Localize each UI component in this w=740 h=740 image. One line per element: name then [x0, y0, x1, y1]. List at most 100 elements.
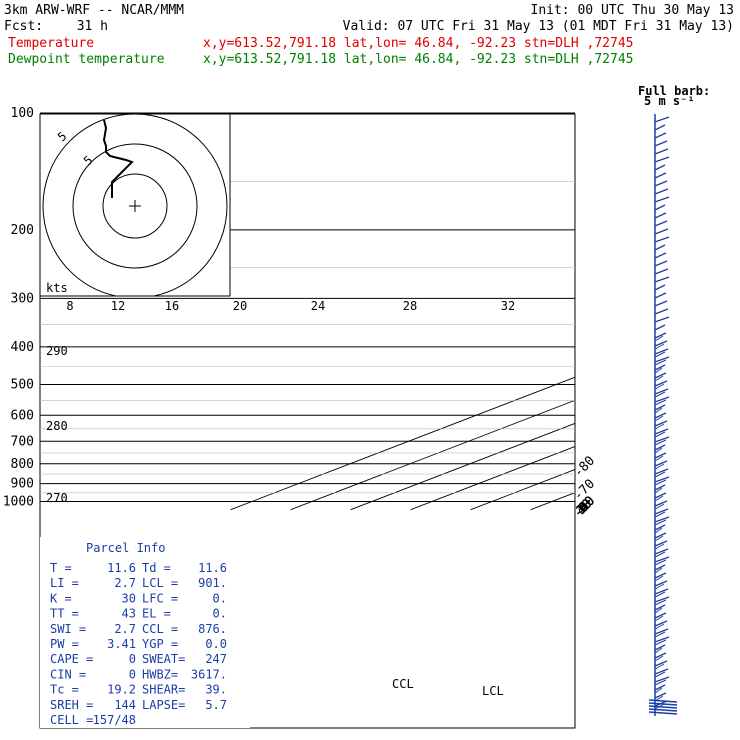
parcel-key: LAPSE=: [142, 698, 185, 712]
wind-barb: [654, 364, 666, 371]
wind-barb: [654, 140, 668, 147]
wind-barb: [654, 628, 669, 635]
wind-barb: [654, 340, 668, 347]
wind-barb: [648, 699, 678, 703]
wind-barb: [654, 660, 668, 667]
parcel-value: 144: [114, 698, 136, 712]
parcel-value: 30: [122, 591, 136, 605]
hodograph-rings: [42, 114, 228, 296]
wind-barb: [654, 623, 665, 630]
wind-barb: [654, 612, 667, 619]
wind-barb: [654, 684, 666, 691]
wind-barb: [654, 479, 667, 486]
parcel-value: 0.0: [205, 637, 227, 651]
wind-barb: [654, 663, 665, 670]
parcel-value: 5.7: [205, 698, 227, 712]
wind-barb: [648, 711, 678, 715]
wind-barb: [654, 372, 667, 379]
wind-barb: [654, 180, 668, 187]
wind-barb: [654, 463, 665, 470]
theta-label: 290: [46, 344, 68, 358]
wind-barb: [654, 431, 666, 438]
fcst-value: 31 h: [77, 19, 108, 34]
wind-barb: [654, 583, 665, 590]
valid-time: Valid: 07 UTC Fri 31 May 13 (01 MDT Fri …: [343, 19, 734, 34]
wind-barb: [654, 460, 668, 467]
hodograph-speed-tick: 24: [311, 299, 325, 313]
parcel-key: HWBZ=: [142, 667, 178, 681]
wind-barb: [654, 196, 670, 203]
wind-barb: [654, 300, 668, 307]
isotherm-line: [711, 104, 740, 509]
model-title: 3km ARW-WRF -- NCAR/MMM: [4, 3, 184, 18]
wind-barb: [654, 484, 666, 491]
isotherm-line: [350, 422, 575, 511]
wind-barb: [654, 351, 666, 358]
hodograph-unit: kts: [46, 281, 68, 295]
parcel-key: T =: [50, 561, 72, 575]
parcel-value: 157/48: [93, 713, 136, 727]
wind-barb: [654, 164, 666, 171]
wind-barb: [654, 375, 664, 382]
temperature-legend: Temperature: [8, 36, 94, 51]
wind-barb: [654, 396, 670, 403]
wind-legend-value: 5 m s⁻¹: [644, 94, 695, 108]
wind-barb: [654, 519, 667, 526]
wind-barb: [654, 671, 666, 678]
wind-barb: [654, 676, 670, 683]
parcel-value: 0.: [213, 591, 227, 605]
wind-barb: [654, 356, 670, 363]
wind-barb: [654, 156, 670, 163]
wind-barb: [654, 551, 666, 558]
dewpoint-legend: Dewpoint temperature: [8, 52, 165, 67]
wind-barb: [654, 679, 667, 686]
wind-barb: [654, 244, 666, 251]
wind-barb: [654, 620, 668, 627]
wind-barb: [648, 702, 678, 706]
wind-barb: [654, 647, 663, 654]
wind-barb: [654, 284, 666, 291]
wind-barb: [654, 324, 666, 331]
wind-barb: [654, 447, 663, 454]
wind-barb: [654, 452, 667, 459]
wind-barb: [654, 599, 667, 606]
wind-barb: [654, 604, 666, 611]
wind-barb: [654, 527, 663, 534]
wind-barb: [654, 636, 670, 643]
theta-label: 280: [46, 419, 68, 433]
wind-barb: [654, 220, 668, 227]
dewpoint-location: x,y=613.52,791.18 lat,lon= 46.84, -92.23…: [203, 52, 633, 67]
hodograph-trace: [102, 119, 134, 198]
lcl-label: LCL: [482, 684, 504, 698]
parcel-key: LI =: [50, 576, 79, 590]
isotherm-line: [530, 492, 575, 511]
parcel-value: 3.41: [107, 637, 136, 651]
wind-barb: [654, 543, 665, 550]
parcel-key: SWEAT=: [142, 652, 185, 666]
wind-barb: [654, 655, 664, 662]
parcel-key: Tc =: [50, 683, 79, 697]
wind-barb: [654, 260, 668, 267]
parcel-value: 43: [122, 607, 136, 621]
wind-barb: [654, 492, 667, 499]
wind-barb: [654, 588, 669, 595]
wind-barb: [654, 420, 668, 427]
hodograph: 558 12 16 20 24 28 32: [39, 113, 515, 313]
wind-barb: [654, 468, 669, 475]
hodograph-speed-tick: 12: [111, 299, 125, 313]
parcel-key: PW =: [50, 637, 79, 651]
hodograph-speed-tick: 8: [66, 299, 73, 313]
parcel-value: 247: [205, 652, 227, 666]
wind-barb: [654, 236, 670, 243]
parcel-key: YGP =: [142, 637, 178, 651]
wind-barb: [654, 567, 663, 574]
wind-barb: [654, 404, 666, 411]
wind-barb: [654, 607, 663, 614]
wind-barb: [654, 652, 667, 659]
pressure-tick-label: 200: [11, 223, 34, 238]
wind-legend-title: Full barb:: [638, 84, 710, 98]
wind-barb: [654, 268, 669, 275]
wind-barb: [654, 204, 666, 211]
parcel-value: 901.: [198, 576, 227, 590]
wind-barb: [654, 692, 667, 699]
